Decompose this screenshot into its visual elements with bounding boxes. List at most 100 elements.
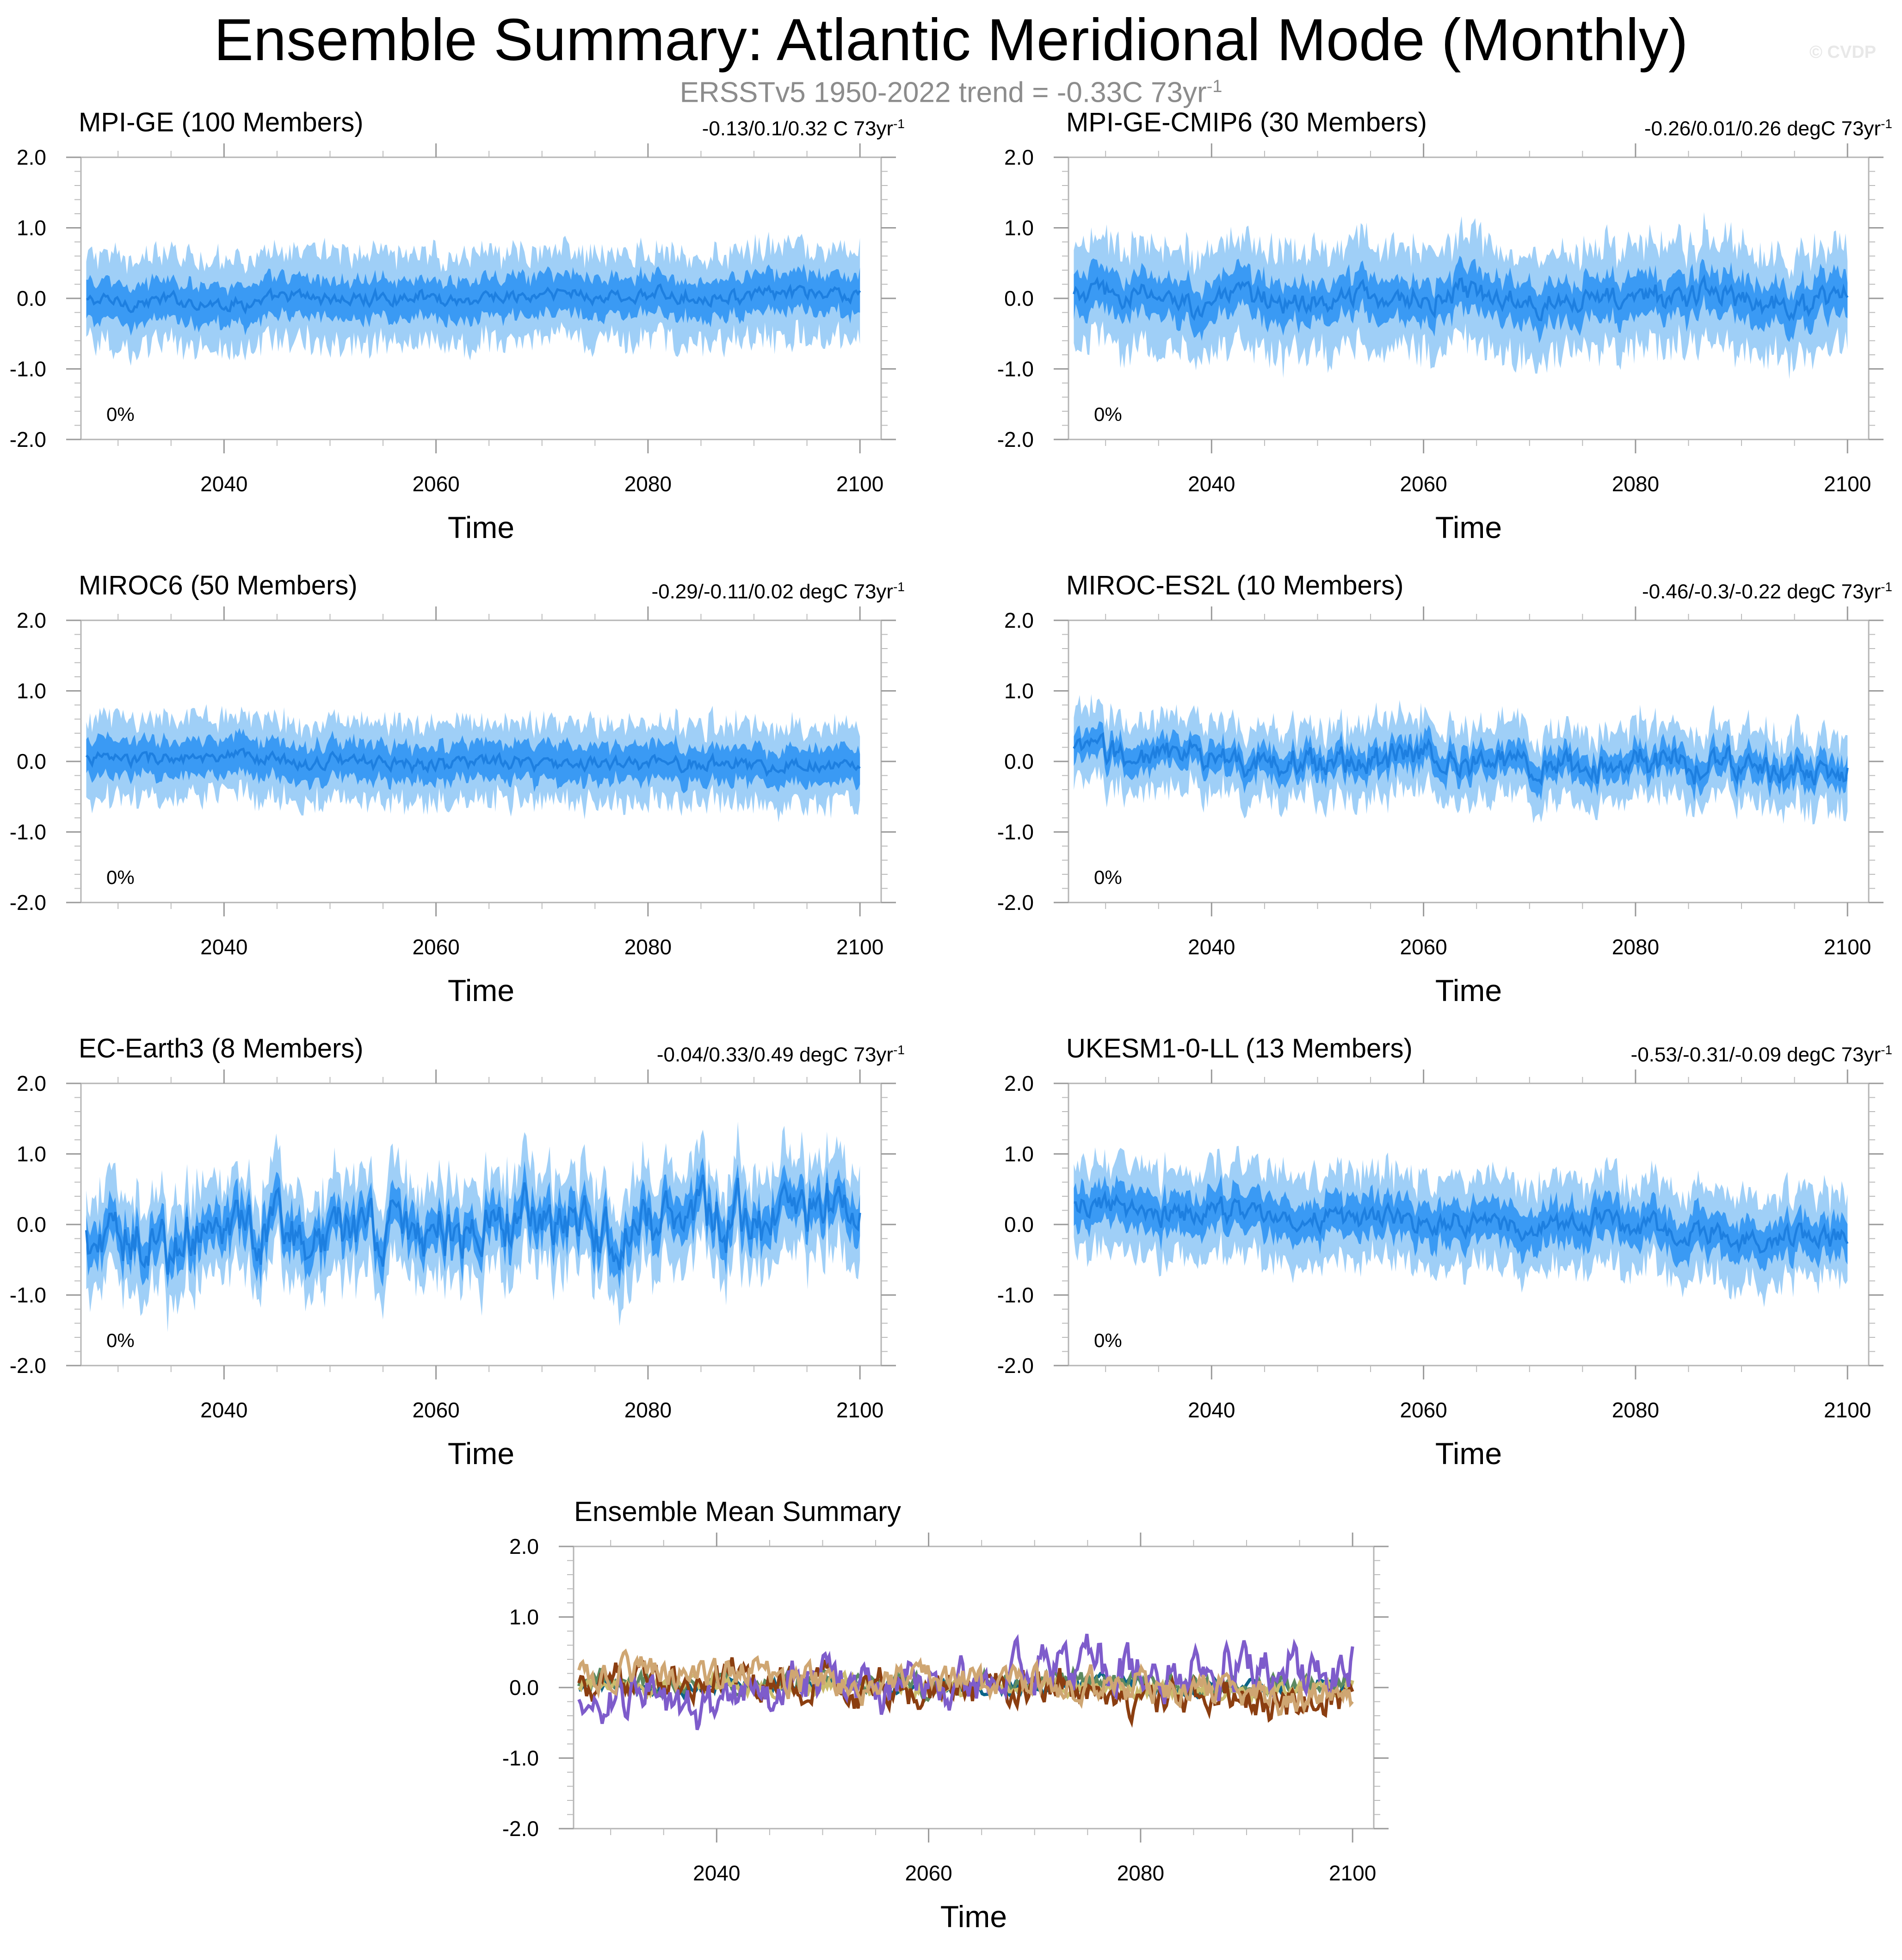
x-tick-label: 2040 bbox=[200, 1398, 247, 1422]
y-tick-label: -1.0 bbox=[10, 357, 46, 381]
x-tick-label: 2060 bbox=[412, 472, 459, 496]
y-tick-label: 2.0 bbox=[1004, 1071, 1034, 1095]
y-tick-label: -2.0 bbox=[997, 890, 1034, 915]
ensemble-mean-line bbox=[85, 748, 861, 777]
x-tick-label: 2040 bbox=[1188, 935, 1235, 959]
y-tick-label: 2.0 bbox=[17, 1071, 46, 1095]
x-tick-label: 2060 bbox=[905, 1861, 952, 1885]
x-tick-label: 2060 bbox=[412, 1398, 459, 1422]
percent-label: 0% bbox=[106, 1329, 135, 1351]
x-tick-label: 2040 bbox=[200, 935, 247, 959]
inner-spread-band bbox=[86, 728, 860, 793]
plot-miroc6: 2.0 1.0 0.0 -1.0 -2.0 2040 2060 2080 2100 Time 0% bbox=[10, 606, 896, 1008]
x-tick-label: 2040 bbox=[1188, 1398, 1235, 1422]
y-tick-label: 1.0 bbox=[1004, 216, 1034, 240]
y-tick-label: 2.0 bbox=[17, 145, 46, 169]
x-tick-label: 2040 bbox=[1188, 472, 1235, 496]
panel-trend-label: -0.04/0.33/0.49 degC 73yr-1 bbox=[656, 1043, 905, 1066]
panel-ec-earth3: EC-Earth3 (8 Members) -0.04/0.33/0.49 de… bbox=[0, 1033, 934, 1495]
x-tick-label: 2100 bbox=[1824, 1398, 1871, 1422]
x-tick-label: 2060 bbox=[412, 935, 459, 959]
y-tick-label: 1.0 bbox=[17, 1142, 46, 1166]
panel-miroc6: MIROC6 (50 Members) -0.29/-0.11/0.02 deg… bbox=[0, 569, 934, 1032]
panel-title: UKESM1-0-LL (13 Members) bbox=[1066, 1033, 1413, 1063]
x-tick-label: 2100 bbox=[1824, 472, 1871, 496]
y-tick-label: -2.0 bbox=[502, 1817, 539, 1841]
x-axis-label: Time bbox=[448, 510, 514, 544]
y-tick-label: -1.0 bbox=[10, 1283, 46, 1307]
y-tick-label: 2.0 bbox=[1004, 608, 1034, 632]
percent-label: 0% bbox=[1094, 866, 1122, 888]
ensemble-mean-line bbox=[1073, 274, 1849, 322]
series-line bbox=[577, 1633, 1354, 1731]
cvdp-credit: © CVDP bbox=[1809, 43, 1876, 62]
panel-mpi-ge-cmip6: MPI-GE-CMIP6 (30 Members) -0.26/0.01/0.2… bbox=[988, 106, 1902, 569]
x-axis-label: Time bbox=[940, 1899, 1007, 1934]
plot-mpi-ge-cmip6: 2.0 1.0 0.0 -1.0 -2.0 2040 2060 2080 2100 Time 0% bbox=[997, 143, 1883, 544]
panel-title: MIROC-ES2L (10 Members) bbox=[1066, 570, 1404, 600]
percent-label: 0% bbox=[106, 866, 135, 888]
x-tick-label: 2100 bbox=[836, 1398, 883, 1422]
y-tick-label: 1.0 bbox=[1004, 679, 1034, 703]
y-tick-label: 1.0 bbox=[17, 679, 46, 703]
panel-trend-label: -0.26/0.01/0.26 degC 73yr-1 bbox=[1644, 117, 1892, 140]
y-tick-label: 1.0 bbox=[17, 216, 46, 240]
plot-ensemble-mean: 2.0 1.0 0.0 -1.0 -2.0 2040 2060 2080 2100 Time bbox=[502, 1533, 1389, 1934]
ensemble-mean-line bbox=[86, 283, 861, 315]
panel-title: Ensemble Mean Summary bbox=[574, 1496, 901, 1527]
ensemble-mean-line bbox=[1074, 1190, 1849, 1254]
x-tick-label: 2100 bbox=[836, 935, 883, 959]
percent-label: 0% bbox=[1094, 1329, 1122, 1351]
y-tick-label: -2.0 bbox=[10, 427, 46, 451]
x-tick-label: 2100 bbox=[836, 472, 883, 496]
inner-spread-band bbox=[86, 263, 860, 336]
panel-trend-label: -0.13/0.1/0.32 C 73yr-1 bbox=[702, 117, 905, 140]
x-tick-label: 2080 bbox=[624, 1398, 672, 1422]
y-tick-label: 0.0 bbox=[509, 1676, 539, 1700]
x-axis-label: Time bbox=[1435, 973, 1502, 1008]
inner-spread-band bbox=[1074, 1174, 1848, 1272]
inner-spread-band bbox=[1074, 721, 1848, 802]
x-tick-label: 2060 bbox=[1400, 935, 1447, 959]
panel-miroc-es2l: MIROC-ES2L (10 Members) -0.46/-0.3/-0.22… bbox=[988, 569, 1902, 1032]
panel-title: EC-Earth3 (8 Members) bbox=[79, 1033, 364, 1063]
panel-title: MPI-GE-CMIP6 (30 Members) bbox=[1066, 107, 1427, 137]
x-tick-label: 2100 bbox=[1824, 935, 1871, 959]
panel-ensemble-mean-summary: Ensemble Mean Summary 2.0 1.0 0.0 -1.0 -2.0 2… bbox=[493, 1496, 1427, 1958]
x-tick-label: 2080 bbox=[1612, 1398, 1659, 1422]
y-tick-label: -2.0 bbox=[997, 427, 1034, 451]
plot-miroc-es2l: 2.0 1.0 0.0 -1.0 -2.0 2040 2060 2080 2100 Time 0% bbox=[997, 606, 1883, 1008]
x-axis-label: Time bbox=[448, 973, 514, 1008]
y-tick-label: -1.0 bbox=[997, 1283, 1034, 1307]
y-tick-label: 2.0 bbox=[17, 608, 46, 632]
y-tick-label: 0.0 bbox=[1004, 286, 1034, 310]
y-tick-label: -1.0 bbox=[10, 820, 46, 844]
panel-title: MIROC6 (50 Members) bbox=[79, 570, 358, 600]
x-tick-label: 2060 bbox=[1400, 472, 1447, 496]
x-axis-label: Time bbox=[448, 1436, 514, 1471]
ensemble-mean-line bbox=[85, 1175, 861, 1275]
x-tick-label: 2040 bbox=[693, 1861, 740, 1885]
y-tick-label: 0.0 bbox=[1004, 749, 1034, 773]
inner-spread-band bbox=[1074, 255, 1848, 343]
panel-trend-label: -0.46/-0.3/-0.22 degC 73yr-1 bbox=[1642, 580, 1892, 603]
x-tick-label: 2100 bbox=[1329, 1861, 1376, 1885]
y-tick-label: -2.0 bbox=[10, 890, 46, 915]
y-tick-label: 1.0 bbox=[1004, 1142, 1034, 1166]
panel-title: MPI-GE (100 Members) bbox=[79, 107, 364, 137]
x-tick-label: 2060 bbox=[1400, 1398, 1447, 1422]
plot-ukesm1-0-ll: 2.0 1.0 0.0 -1.0 -2.0 2040 2060 2080 2100 Time 0% bbox=[997, 1070, 1883, 1471]
x-tick-label: 2080 bbox=[1612, 472, 1659, 496]
ensemble-mean-line bbox=[1073, 732, 1849, 786]
percent-label: 0% bbox=[1094, 403, 1122, 425]
x-tick-label: 2040 bbox=[200, 472, 247, 496]
y-tick-label: -2.0 bbox=[997, 1354, 1034, 1378]
series-line bbox=[577, 1648, 1354, 1717]
y-tick-label: 0.0 bbox=[17, 286, 46, 310]
page-title: Ensemble Summary: Atlantic Meridional Mo… bbox=[214, 7, 1688, 73]
y-tick-label: 1.0 bbox=[509, 1605, 539, 1629]
y-tick-label: 2.0 bbox=[509, 1534, 539, 1558]
y-tick-label: -1.0 bbox=[502, 1746, 539, 1770]
x-tick-label: 2080 bbox=[1117, 1861, 1164, 1885]
plot-ec-earth3: 2.0 1.0 0.0 -1.0 -2.0 2040 2060 2080 2100 Time 0% bbox=[10, 1070, 896, 1471]
